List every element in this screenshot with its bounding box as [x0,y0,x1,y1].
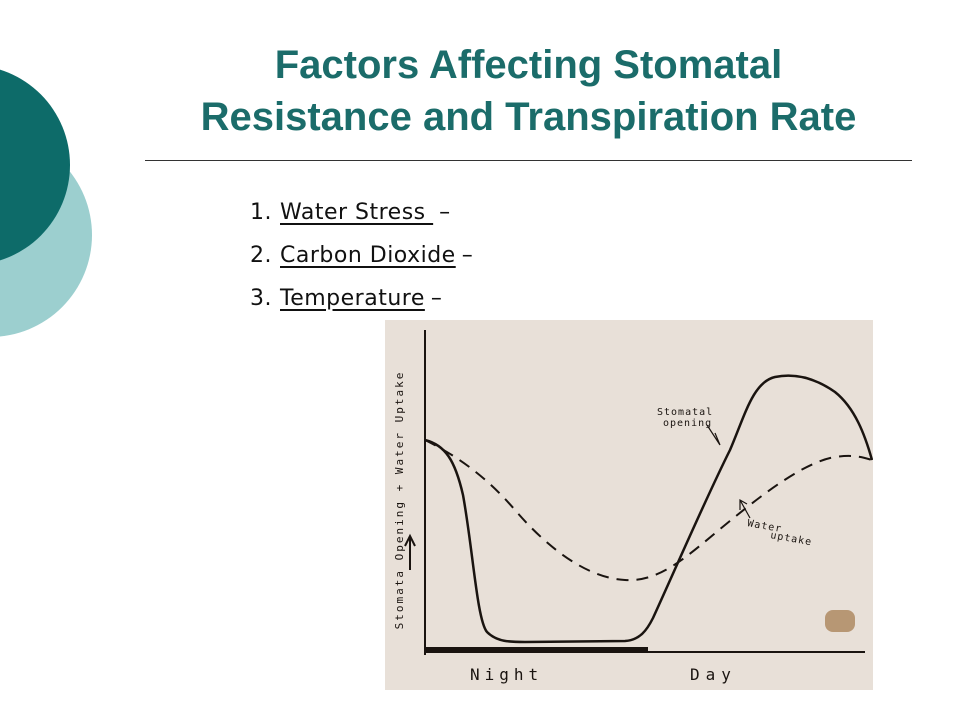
stomatal-curve [424,374,873,644]
stomatal-pointer [706,424,721,446]
item-dash: – [439,200,451,225]
title-line: Factors Affecting Stomatal [274,43,783,87]
water-pointer [739,498,751,519]
title-line: Resistance and Transpiration Rate [200,95,857,139]
item-label: Carbon Dioxide [280,243,456,268]
night-label: Night [470,665,543,684]
list-item: 2. Carbon Dioxide – [250,243,473,268]
stomatal-label: opening [663,418,712,429]
list-item: 1. Water Stress – [250,200,451,225]
list-item: 3. Temperature – [250,286,442,311]
item-dash: – [430,286,443,311]
dark-circle [0,69,70,261]
item-number: 2. [250,243,272,268]
paper [385,320,873,690]
stomatal-label: Stomatal [657,407,713,418]
item-number: 3. [250,286,272,311]
figure: Stomata Opening + Water Uptake Stomatal … [385,320,873,690]
title-rule [145,160,912,161]
y-axis-label: Stomata Opening + Water Uptake [393,371,406,630]
item-label: Water Stress [280,200,434,225]
stain [825,610,855,632]
item-label: Temperature [280,286,425,311]
water-curve [424,439,873,582]
item-dash: – [461,243,474,268]
item-number: 1. [250,200,272,225]
up-arrow [404,533,416,570]
day-label: Day [690,665,737,684]
